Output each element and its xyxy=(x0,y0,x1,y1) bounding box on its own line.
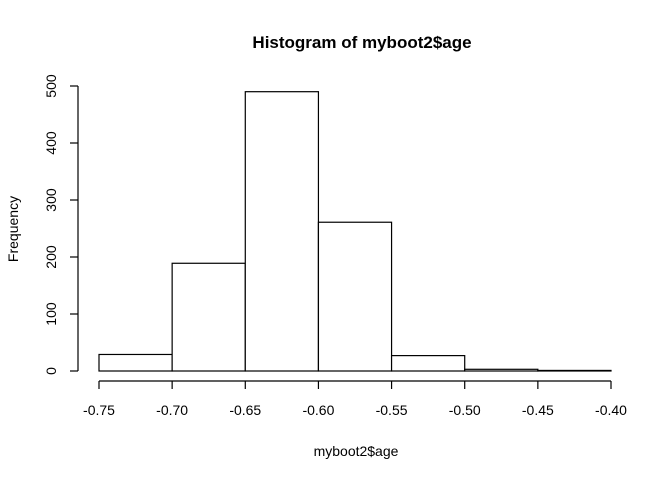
histogram-bar-3 xyxy=(244,91,320,372)
y-tick-label: 300 xyxy=(43,188,59,212)
y-axis: 0 100 200 300 400 500 xyxy=(43,74,79,375)
x-tick-label: -0.50 xyxy=(449,402,481,418)
y-tick-label: 200 xyxy=(43,245,59,269)
histogram-bar-6 xyxy=(464,368,539,372)
x-tick-label: -0.70 xyxy=(156,402,188,418)
y-tick-label: 500 xyxy=(43,74,59,98)
x-tick-label: -0.75 xyxy=(83,402,115,418)
histogram-bar-1 xyxy=(98,353,173,372)
x-tick-label: -0.55 xyxy=(376,402,408,418)
histogram-bar-2 xyxy=(171,262,246,372)
histogram-bar-5 xyxy=(390,355,466,372)
y-tick-label: 400 xyxy=(43,131,59,155)
y-tick-label: 0 xyxy=(43,367,59,375)
bars-group xyxy=(98,91,612,372)
y-axis-label: Frequency xyxy=(5,196,21,262)
histogram-bar-7 xyxy=(537,369,612,372)
histogram-bar-4 xyxy=(317,221,393,372)
x-tick-label: -0.45 xyxy=(522,402,554,418)
x-tick-label: -0.40 xyxy=(595,402,627,418)
x-axis: -0.75 -0.70 -0.65 -0.60 -0.55 -0.50 -0.45 -0.40 xyxy=(83,380,627,418)
chart-title: Histogram of myboot2$age xyxy=(252,33,471,52)
x-tick-label: -0.65 xyxy=(229,402,261,418)
x-axis-label: myboot2$age xyxy=(314,443,399,459)
y-tick-label: 100 xyxy=(43,302,59,326)
x-tick-label: -0.60 xyxy=(302,402,334,418)
